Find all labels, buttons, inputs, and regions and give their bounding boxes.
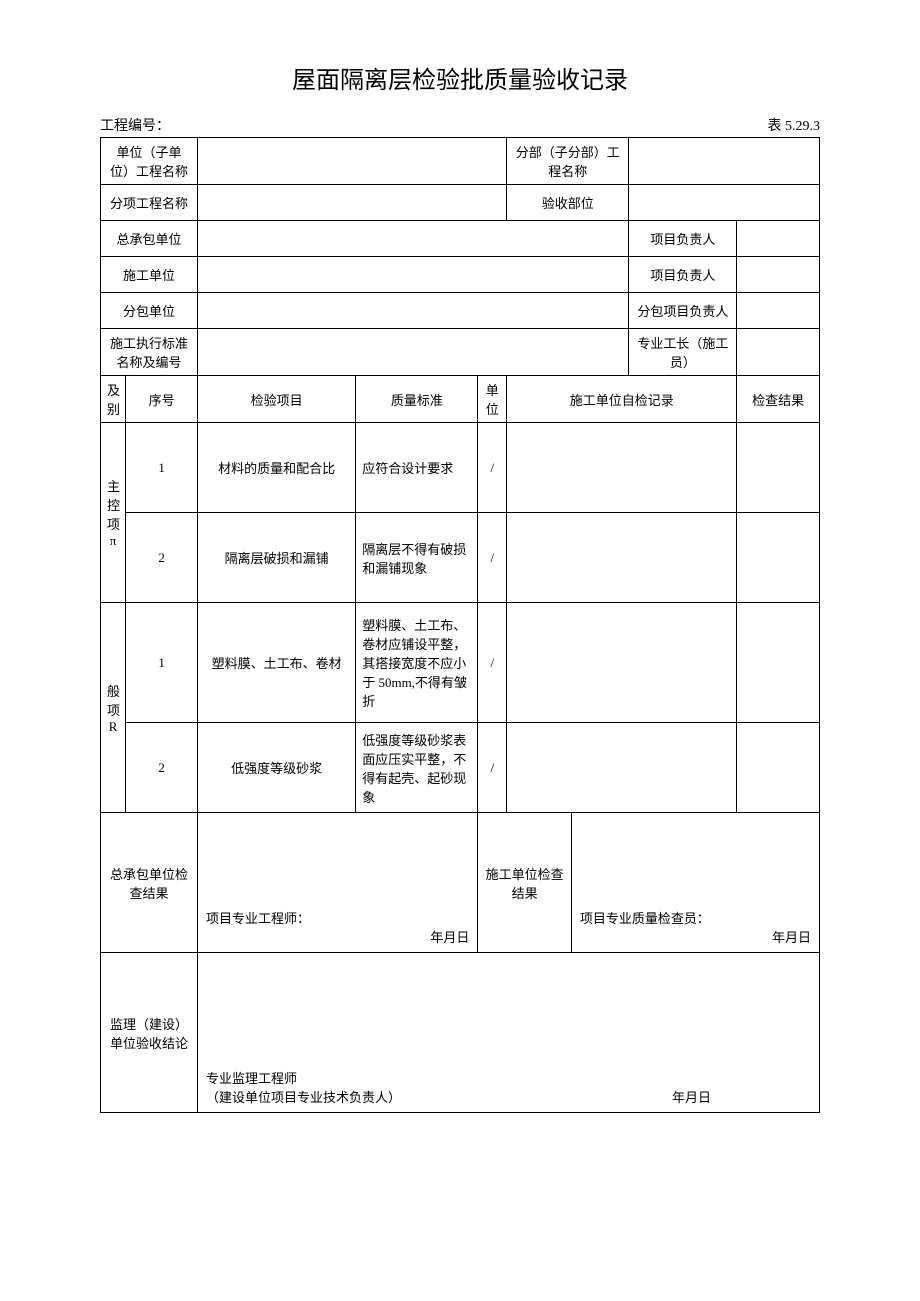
category-header: 及别 — [101, 376, 126, 423]
seq-cell: 1 — [126, 423, 198, 513]
sub-project-leader-label: 分包项目负责人 — [629, 293, 737, 329]
self-check-cell — [507, 423, 737, 513]
supervision-engineer-label: 专业监理工程师 — [206, 1071, 297, 1086]
table-row: 主控项π 1 材料的质量和配合比 应符合设计要求 / — [101, 423, 820, 513]
general-contractor-label: 总承包单位 — [101, 221, 198, 257]
quality-inspector-label: 项目专业质量检查员： — [580, 911, 710, 926]
unit-project-name-value — [198, 138, 507, 185]
check-header-row: 及别 序号 检验项目 质量标准 单位 施工单位自检记录 检查结果 — [101, 376, 820, 423]
acceptance-part-label: 验收部位 — [507, 185, 629, 221]
info-row-3: 总承包单位 项目负责人 — [101, 221, 820, 257]
main-table: 单位（子单位）工程名称 分部（子分部）工程名称 分项工程名称 验收部位 总承包单… — [100, 137, 820, 1113]
result-header: 检查结果 — [737, 376, 820, 423]
seq-cell: 1 — [126, 603, 198, 723]
foreman-value — [737, 329, 820, 376]
project-leader-value-2 — [737, 257, 820, 293]
project-leader-value-1 — [737, 221, 820, 257]
construction-tech-leader-label: （建设单位项目专业技术负责人） — [206, 1090, 401, 1105]
subcontractor-label: 分包单位 — [101, 293, 198, 329]
seq-header: 序号 — [126, 376, 198, 423]
standard-cell: 塑料膜、土工布、卷材应铺设平整，其搭接宽度不应小于 50mm,不得有皱折 — [356, 603, 478, 723]
standard-cell: 应符合设计要求 — [356, 423, 478, 513]
unit-cell: / — [478, 423, 507, 513]
self-check-header: 施工单位自检记录 — [507, 376, 737, 423]
seq-cell: 2 — [126, 723, 198, 813]
seq-cell: 2 — [126, 513, 198, 603]
sub-division-name-label: 分部（子分部）工程名称 — [507, 138, 629, 185]
unit-cell: / — [478, 603, 507, 723]
signature-row-1: 总承包单位检查结果 项目专业工程师： 年月日 施工单位检查结果 项目专业质量检查… — [101, 813, 820, 953]
info-row-5: 分包单位 分包项目负责人 — [101, 293, 820, 329]
general-contractor-result-value: 项目专业工程师： 年月日 — [198, 813, 478, 953]
item-cell: 塑料膜、土工布、卷材 — [198, 603, 356, 723]
project-engineer-label: 项目专业工程师： — [206, 911, 310, 926]
signature-row-2: 监理（建设）单位验收结论 专业监理工程师 （建设单位项目专业技术负责人） 年月日 — [101, 953, 820, 1113]
unit-project-name-label: 单位（子单位）工程名称 — [101, 138, 198, 185]
project-leader-label-2: 项目负责人 — [629, 257, 737, 293]
self-check-cell — [507, 603, 737, 723]
foreman-label: 专业工长（施工员） — [629, 329, 737, 376]
standard-cell: 低强度等级砂浆表面应压实平整，不得有起壳、起砂现象 — [356, 723, 478, 813]
info-row-1: 单位（子单位）工程名称 分部（子分部）工程名称 — [101, 138, 820, 185]
construction-unit-value — [198, 257, 629, 293]
result-cell — [737, 603, 820, 723]
supervision-conclusion-label: 监理（建设）单位验收结论 — [101, 953, 198, 1113]
result-cell — [737, 513, 820, 603]
header-row: 工程编号： 表 5.29.3 — [100, 115, 820, 135]
construction-unit-result-label: 施工单位检查结果 — [478, 813, 571, 953]
date-label: 年月日 — [430, 927, 469, 946]
sub-division-name-value — [629, 138, 820, 185]
general-contractor-value — [198, 221, 629, 257]
standard-header: 质量标准 — [356, 376, 478, 423]
project-no-label: 工程编号： — [100, 115, 170, 135]
table-row: 般项R 1 塑料膜、土工布、卷材 塑料膜、土工布、卷材应铺设平整，其搭接宽度不应… — [101, 603, 820, 723]
project-leader-label-1: 项目负责人 — [629, 221, 737, 257]
sub-item-name-label: 分项工程名称 — [101, 185, 198, 221]
result-cell — [737, 423, 820, 513]
construction-unit-label: 施工单位 — [101, 257, 198, 293]
document-title: 屋面隔离层检验批质量验收记录 — [100, 60, 820, 95]
unit-cell: / — [478, 513, 507, 603]
info-row-6: 施工执行标准名称及编号 专业工长（施工员） — [101, 329, 820, 376]
supervision-conclusion-value: 专业监理工程师 （建设单位项目专业技术负责人） 年月日 — [198, 953, 820, 1113]
info-row-2: 分项工程名称 验收部位 — [101, 185, 820, 221]
item-cell: 隔离层破损和漏铺 — [198, 513, 356, 603]
result-cell — [737, 723, 820, 813]
self-check-cell — [507, 723, 737, 813]
date-label: 年月日 — [772, 927, 811, 946]
acceptance-part-value — [629, 185, 820, 221]
table-row: 2 低强度等级砂浆 低强度等级砂浆表面应压实平整，不得有起壳、起砂现象 / — [101, 723, 820, 813]
table-row: 2 隔离层破损和漏铺 隔离层不得有破损和漏铺现象 / — [101, 513, 820, 603]
standard-name-no-value — [198, 329, 629, 376]
unit-cell: / — [478, 723, 507, 813]
standard-name-no-label: 施工执行标准名称及编号 — [101, 329, 198, 376]
standard-cell: 隔离层不得有破损和漏铺现象 — [356, 513, 478, 603]
sub-item-name-value — [198, 185, 507, 221]
table-no: 表 5.29.3 — [768, 115, 821, 135]
main-category-label: 主控项π — [101, 423, 126, 603]
general-contractor-result-label: 总承包单位检查结果 — [101, 813, 198, 953]
general-category-label: 般项R — [101, 603, 126, 813]
item-cell: 材料的质量和配合比 — [198, 423, 356, 513]
sub-project-leader-value — [737, 293, 820, 329]
date-label: 年月日 — [672, 1087, 711, 1106]
self-check-cell — [507, 513, 737, 603]
unit-header: 单位 — [478, 376, 507, 423]
subcontractor-value — [198, 293, 629, 329]
info-row-4: 施工单位 项目负责人 — [101, 257, 820, 293]
item-cell: 低强度等级砂浆 — [198, 723, 356, 813]
item-header: 检验项目 — [198, 376, 356, 423]
construction-unit-result-value: 项目专业质量检查员： 年月日 — [571, 813, 819, 953]
